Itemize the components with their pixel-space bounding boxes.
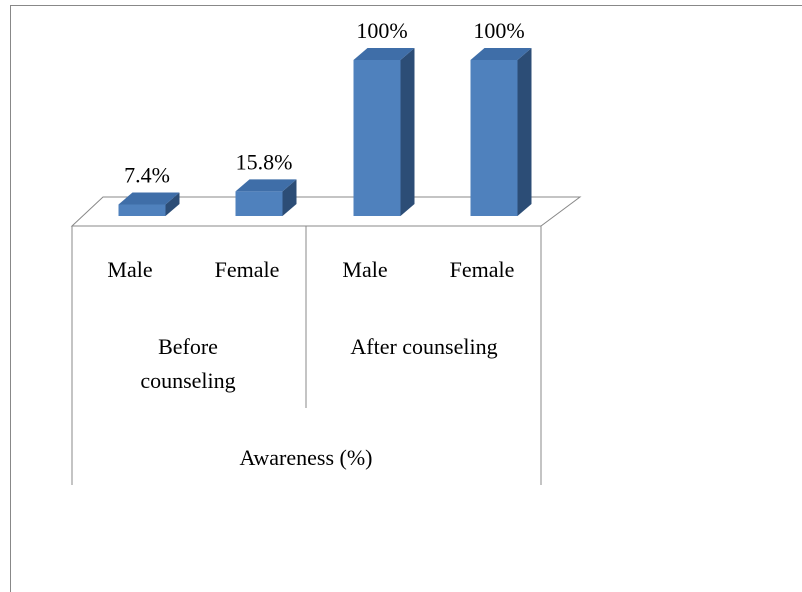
- bar-front: [470, 60, 518, 216]
- axis-title: Awareness (%): [240, 445, 373, 470]
- group-label: Before counseling: [140, 334, 236, 393]
- x-tick-label: Female: [450, 257, 515, 282]
- bar: [118, 192, 180, 216]
- x-tick-label: Female: [215, 257, 280, 282]
- bar-side: [165, 192, 180, 216]
- bar-side: [517, 48, 532, 216]
- group-label: After counseling: [350, 334, 498, 359]
- bar: [470, 48, 532, 216]
- bar: [235, 179, 297, 216]
- x-tick-label: Male: [107, 257, 152, 282]
- bar-front: [353, 60, 401, 216]
- bar-front: [118, 204, 166, 216]
- bar-top: [235, 179, 297, 192]
- bar-side: [400, 48, 415, 216]
- bar-top: [353, 48, 415, 60]
- bar-top: [470, 48, 532, 60]
- data-label: 100%: [356, 18, 407, 43]
- bar-top: [118, 192, 180, 205]
- bar: [353, 48, 415, 216]
- x-tick-label: Male: [342, 257, 387, 282]
- bar-side: [282, 179, 297, 216]
- bar-front: [235, 191, 283, 216]
- frame: [10, 5, 802, 592]
- data-label: 7.4%: [124, 162, 170, 187]
- data-label: 100%: [473, 18, 524, 43]
- data-label: 15.8%: [236, 149, 293, 174]
